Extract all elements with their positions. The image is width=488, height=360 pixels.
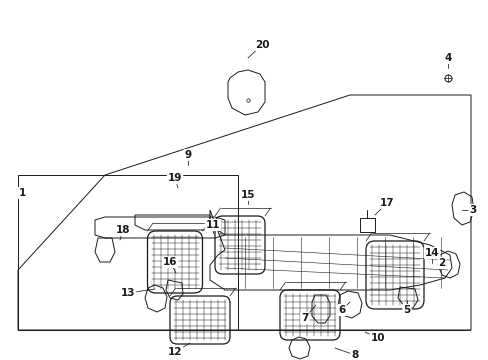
Text: 9: 9 xyxy=(184,150,191,160)
Text: 1: 1 xyxy=(19,188,25,198)
Text: 7: 7 xyxy=(301,313,308,323)
Text: 5: 5 xyxy=(403,305,410,315)
Text: 13: 13 xyxy=(121,288,135,298)
Text: 4: 4 xyxy=(444,53,451,63)
Text: 12: 12 xyxy=(167,347,182,357)
Text: 17: 17 xyxy=(379,198,393,208)
Bar xyxy=(18,175,238,330)
Text: 2: 2 xyxy=(437,258,445,268)
Text: 8: 8 xyxy=(351,350,358,360)
Text: 16: 16 xyxy=(163,257,177,267)
Text: 15: 15 xyxy=(240,190,255,200)
Text: 10: 10 xyxy=(370,333,385,343)
Text: 18: 18 xyxy=(116,225,130,235)
Text: 3: 3 xyxy=(468,205,476,215)
Text: 20: 20 xyxy=(254,40,269,50)
Text: 14: 14 xyxy=(424,248,438,258)
Text: 11: 11 xyxy=(205,220,220,230)
Text: 6: 6 xyxy=(338,305,345,315)
Text: 19: 19 xyxy=(167,173,182,183)
